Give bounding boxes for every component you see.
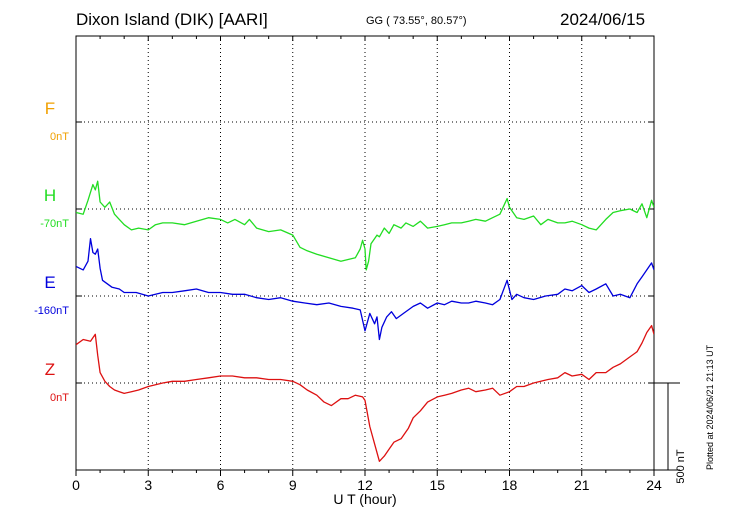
series-line-z [76, 324, 654, 462]
x-tick-label: 6 [217, 477, 225, 493]
x-tick-label: 3 [144, 477, 152, 493]
series-line-e [76, 237, 654, 341]
series-line-h [76, 180, 654, 271]
panel-label-h: H [44, 186, 56, 205]
x-tick-label: 18 [502, 477, 518, 493]
chart-date: 2024/06/15 [560, 10, 646, 29]
panel-base-h: -70nT [40, 218, 69, 230]
panel-label-e: E [44, 273, 55, 292]
x-tick-label: 21 [574, 477, 590, 493]
station-title: Dixon Island (DIK) [AARI] [76, 10, 268, 29]
panel-label-f: F [45, 99, 55, 118]
panel-base-f: 0nT [50, 131, 69, 143]
x-tick-label: 9 [289, 477, 297, 493]
x-tick-label: 15 [429, 477, 445, 493]
x-axis-label: U T (hour) [333, 491, 396, 507]
scale-bar-label: 500 nT [675, 449, 687, 484]
x-tick-label: 0 [72, 477, 80, 493]
x-tick-label: 12 [357, 477, 373, 493]
panel-label-z: Z [45, 360, 55, 379]
panel-base-z: 0nT [50, 392, 69, 404]
panel-base-e: -160nT [34, 305, 69, 317]
x-tick-label: 24 [646, 477, 662, 493]
geographic-coordinates: GG ( 73.55°, 80.57°) [366, 15, 467, 27]
